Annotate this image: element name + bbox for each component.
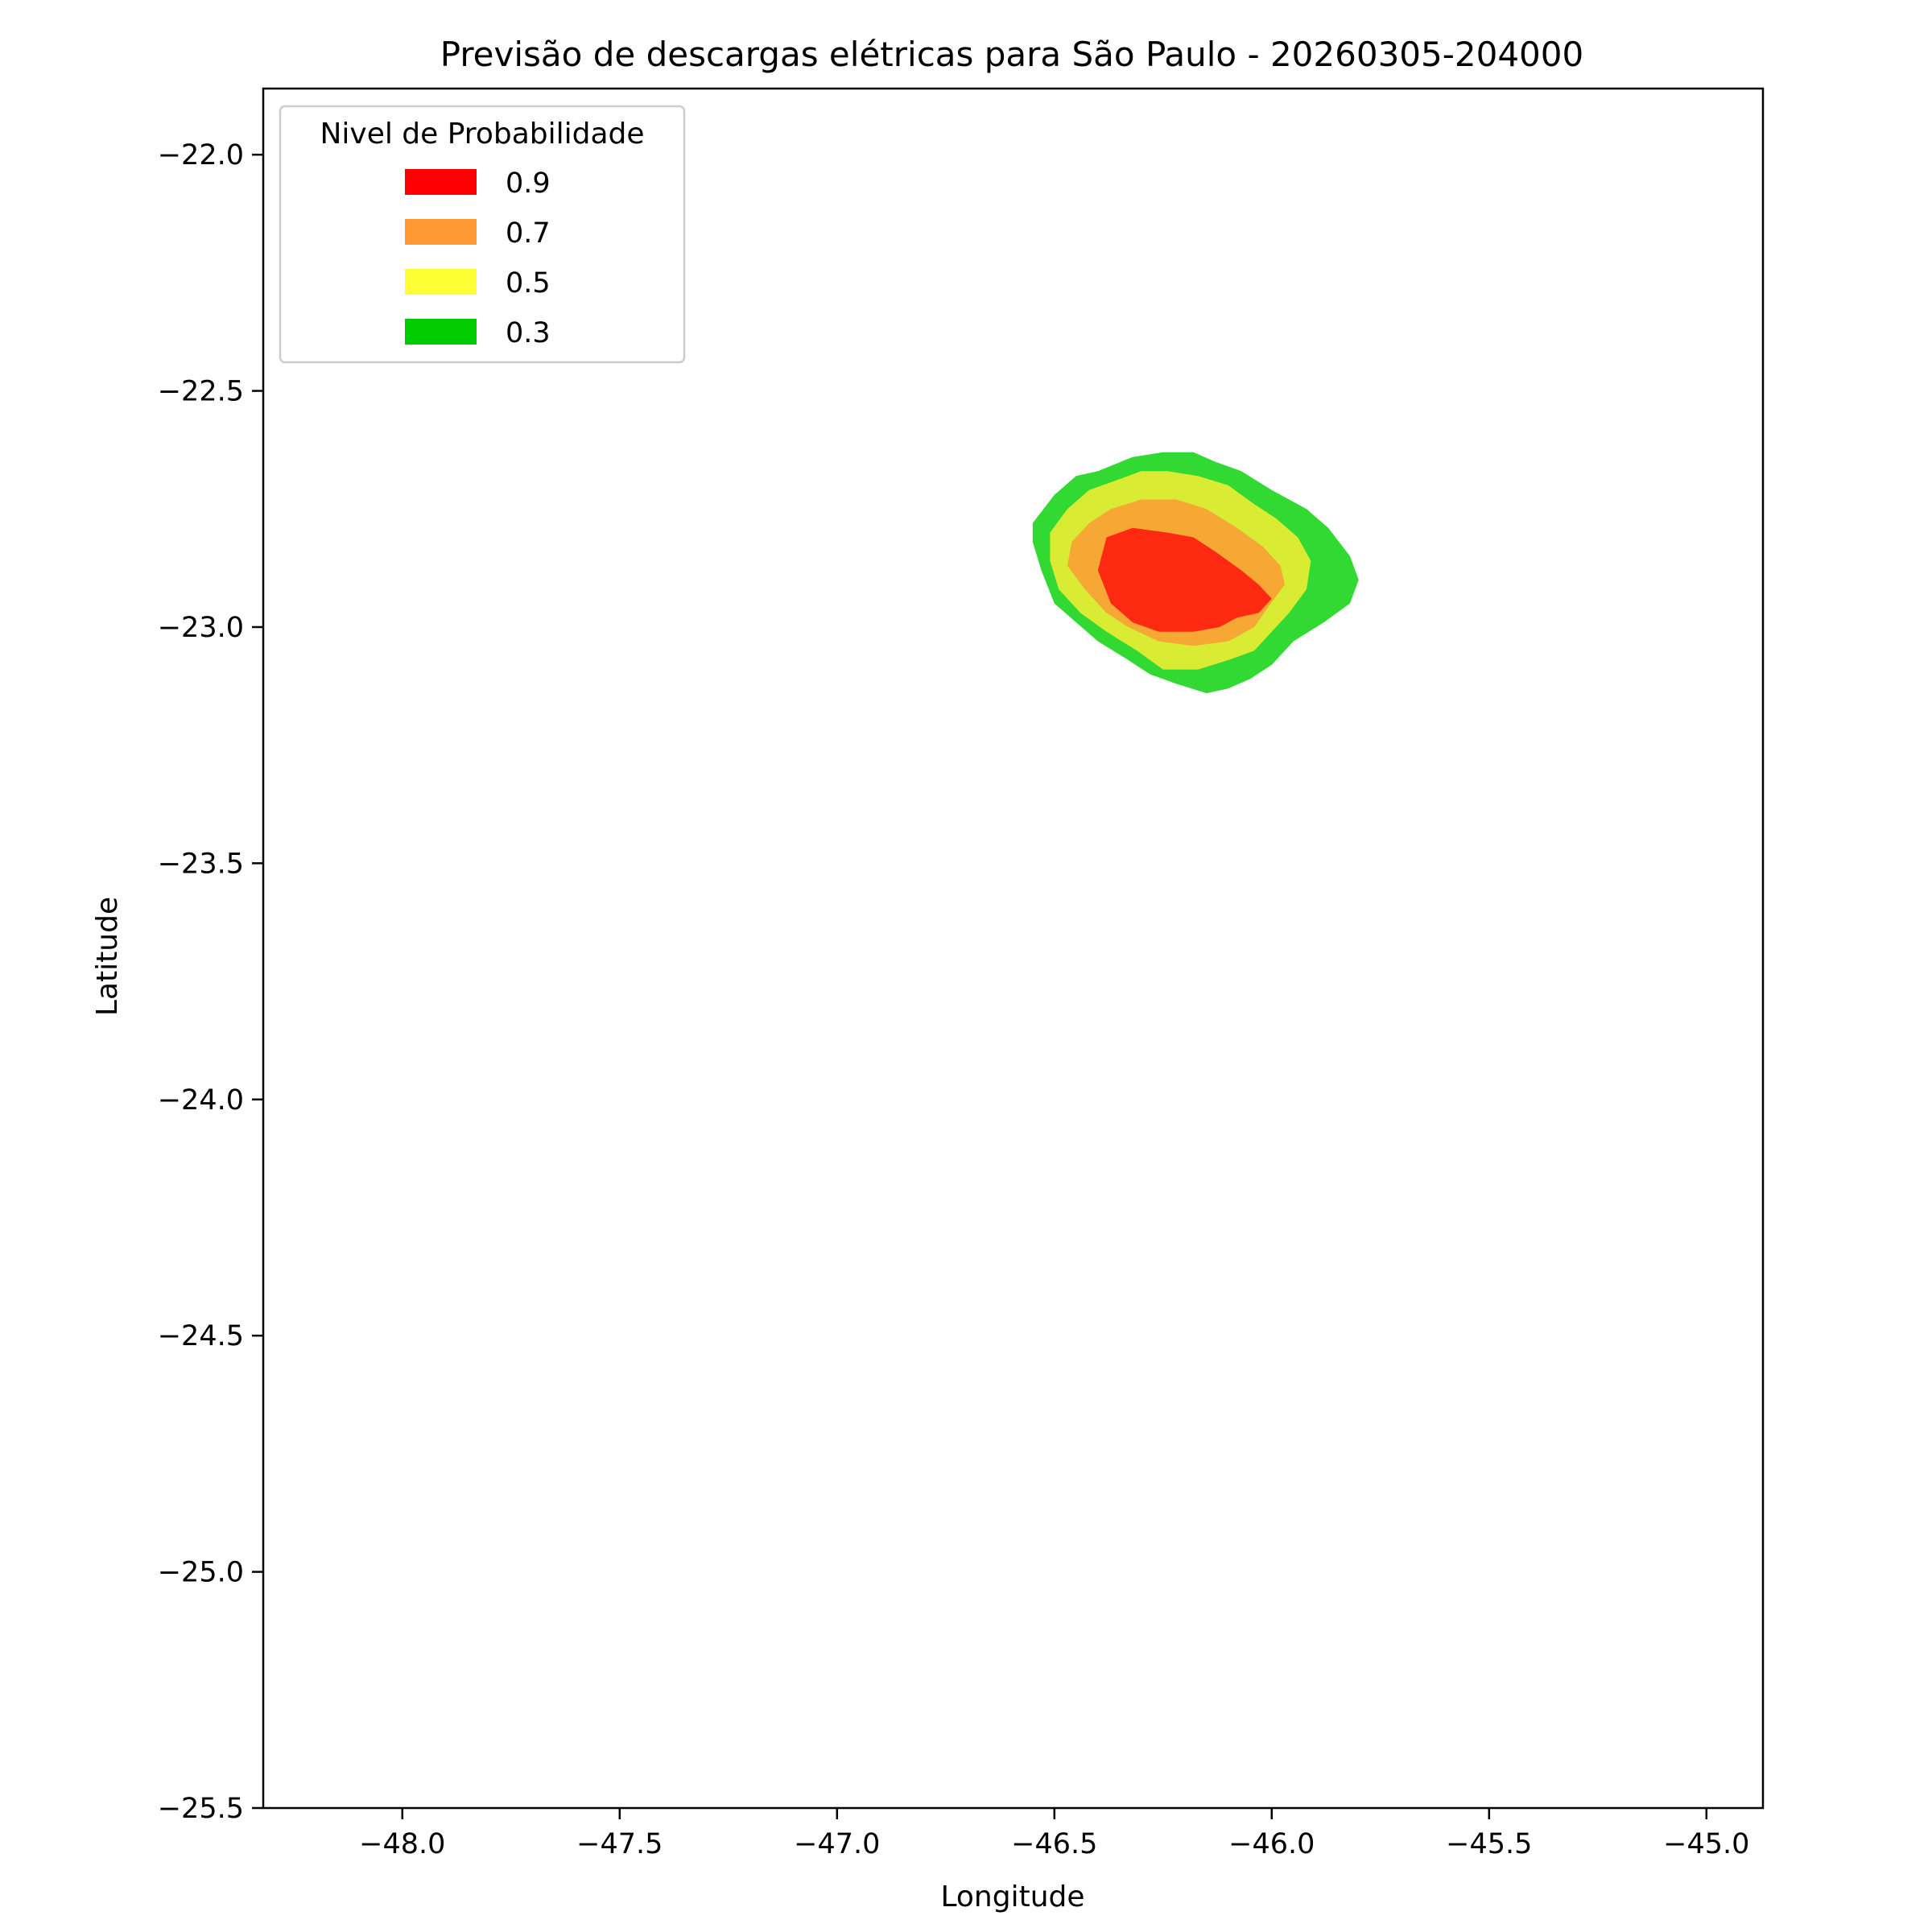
y-tick-label: −24.0	[158, 1084, 244, 1117]
x-tick-label: −47.5	[576, 1828, 663, 1860]
x-tick-label: −45.5	[1446, 1828, 1532, 1860]
y-axis-ticks: −22.0 −22.5 −23.0 −23.5 −24.0 −24.5 −25.0 −25.5	[158, 139, 263, 1825]
y-axis-label: Latitude	[91, 897, 124, 1016]
legend-entries: 0.9 0.7 0.5 0.3	[405, 167, 551, 349]
legend-label: 0.9	[506, 167, 551, 200]
y-tick-label: −22.5	[158, 376, 244, 408]
legend-swatch	[405, 219, 477, 245]
legend-swatch	[405, 319, 477, 345]
y-tick-label: −24.5	[158, 1320, 244, 1352]
legend-label: 0.5	[506, 267, 551, 299]
chart-title: Previsão de descargas elétricas para São…	[440, 35, 1583, 74]
x-axis-ticks: −48.0 −47.5 −47.0 −46.5 −46.0 −45.5 −45.0	[359, 1808, 1749, 1860]
legend-title: Nivel de Probabilidade	[320, 118, 644, 151]
plot-area-frame	[262, 87, 1765, 1810]
legend-label: 0.3	[506, 317, 551, 349]
legend-swatch	[405, 269, 477, 295]
x-axis-label: Longitude	[940, 1880, 1084, 1913]
legend-box	[279, 105, 686, 364]
legend: Nivel de Probabilidade 0.9 0.7 0.5 0.3	[279, 105, 686, 364]
x-tick-label: −46.5	[1011, 1828, 1097, 1860]
y-tick-label: −23.0	[158, 612, 244, 644]
y-tick-label: −25.0	[158, 1557, 244, 1589]
contour-level-0-9	[1097, 527, 1272, 632]
x-tick-label: −46.0	[1228, 1828, 1315, 1860]
x-tick-label: −47.0	[794, 1828, 880, 1860]
y-tick-label: −22.0	[158, 139, 244, 171]
legend-label: 0.7	[506, 217, 551, 250]
x-tick-label: −45.0	[1663, 1828, 1749, 1860]
legend-swatch	[405, 169, 477, 195]
probability-contours	[1032, 452, 1359, 694]
y-tick-label: −25.5	[158, 1793, 244, 1825]
y-tick-label: −23.5	[158, 848, 244, 880]
x-tick-label: −48.0	[359, 1828, 445, 1860]
